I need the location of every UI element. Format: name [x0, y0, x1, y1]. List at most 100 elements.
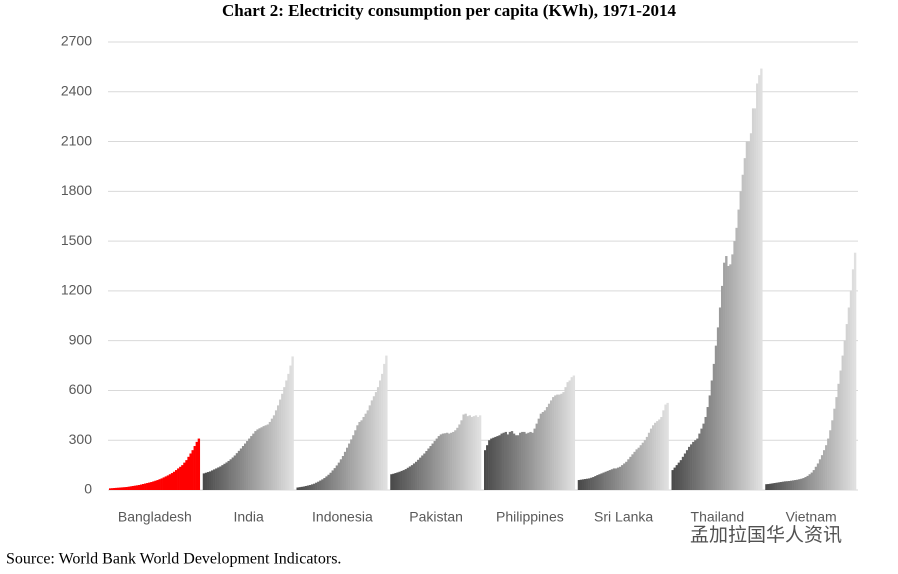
- bar: [246, 441, 249, 490]
- bar: [189, 453, 192, 490]
- bar: [656, 421, 659, 490]
- bar: [208, 471, 212, 490]
- bar: [350, 439, 353, 490]
- bar: [164, 476, 168, 490]
- bar: [816, 463, 820, 490]
- bar: [252, 433, 255, 490]
- bar: [325, 476, 328, 490]
- bar: [537, 418, 540, 490]
- bar: [168, 474, 172, 490]
- bar: [581, 479, 585, 490]
- bar: [647, 432, 651, 490]
- bar: [352, 435, 355, 490]
- bar: [814, 466, 818, 490]
- bar: [627, 459, 630, 490]
- bar: [283, 387, 286, 490]
- watermark: 孟加拉国华人资讯: [690, 524, 842, 546]
- bar: [535, 423, 538, 490]
- bar: [346, 447, 349, 490]
- bar: [427, 448, 430, 490]
- bar: [223, 463, 226, 490]
- bar: [111, 488, 114, 490]
- bar: [671, 470, 674, 490]
- bar: [710, 380, 714, 490]
- bar: [612, 468, 616, 490]
- bar: [123, 487, 126, 490]
- bar: [360, 420, 363, 490]
- bar: [466, 416, 469, 490]
- bar: [454, 430, 457, 490]
- bar: [341, 455, 345, 490]
- bar: [354, 430, 357, 490]
- bar: [562, 392, 565, 490]
- bar: [688, 446, 691, 490]
- bar: [308, 485, 312, 490]
- plot-area: 0 300 600 900 1200 1500 1800 2100 2400 2700 Bangla…: [61, 33, 858, 525]
- bar: [197, 438, 201, 490]
- bar: [166, 475, 170, 490]
- bar: [484, 450, 487, 490]
- bar: [502, 432, 505, 490]
- bar: [853, 252, 857, 490]
- bar: [323, 478, 326, 490]
- bar: [692, 441, 695, 490]
- bar: [296, 487, 299, 490]
- bar: [258, 428, 261, 490]
- bar: [783, 481, 787, 490]
- bar: [708, 395, 711, 490]
- bar: [281, 393, 284, 490]
- bar: [781, 481, 785, 490]
- bar: [425, 451, 428, 490]
- bar: [694, 440, 697, 490]
- bar: [191, 450, 194, 490]
- bar: [158, 479, 161, 490]
- bar: [792, 480, 795, 490]
- bar: [472, 416, 476, 490]
- bar: [137, 485, 141, 490]
- bar: [304, 486, 308, 490]
- bar: [643, 440, 647, 490]
- bar: [552, 397, 555, 490]
- bar: [785, 481, 789, 490]
- bar: [337, 462, 341, 490]
- bar: [237, 450, 241, 490]
- bar: [698, 433, 701, 490]
- bar: [381, 373, 384, 490]
- bar: [368, 405, 372, 490]
- bar: [635, 449, 638, 490]
- bar: [433, 441, 436, 490]
- bar: [579, 479, 583, 490]
- bar: [400, 470, 403, 490]
- bar: [677, 462, 681, 490]
- bar: [683, 453, 687, 490]
- bar: [478, 415, 482, 490]
- y-tick-label: 1500: [61, 232, 92, 248]
- bar: [319, 480, 322, 490]
- bar: [435, 438, 438, 490]
- bar: [306, 485, 310, 490]
- bar: [771, 483, 774, 490]
- bar: [716, 327, 720, 490]
- bar: [225, 462, 228, 490]
- bar: [456, 427, 459, 490]
- bar: [133, 485, 137, 490]
- bar: [185, 460, 188, 490]
- bar: [462, 414, 465, 490]
- bar: [492, 437, 495, 490]
- bar: [229, 459, 232, 490]
- bar: [827, 438, 830, 490]
- bar: [364, 413, 367, 490]
- bar: [291, 356, 294, 490]
- bar: [681, 456, 685, 490]
- bar: [779, 482, 783, 490]
- bar: [598, 474, 601, 490]
- bar: [554, 395, 557, 490]
- bar: [645, 436, 649, 490]
- bar: [610, 469, 614, 490]
- bar: [833, 408, 836, 490]
- bar: [733, 241, 736, 490]
- bar: [339, 459, 343, 490]
- y-tick-label: 2100: [61, 132, 92, 148]
- bar: [787, 481, 791, 490]
- bar: [379, 380, 382, 490]
